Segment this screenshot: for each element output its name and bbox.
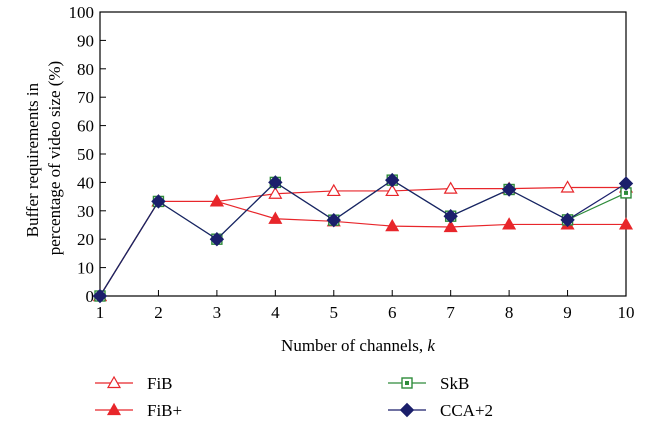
y-tick-label: 50 bbox=[77, 145, 94, 164]
data-point bbox=[209, 194, 224, 207]
data-point bbox=[443, 181, 458, 194]
data-point bbox=[385, 172, 400, 188]
x-tick-labels: 1 2 3 4 5 6 7 8 9 10 bbox=[96, 303, 635, 322]
data-point bbox=[151, 194, 166, 209]
y-tick-label: 40 bbox=[77, 173, 94, 192]
y-tick-label: 20 bbox=[77, 230, 94, 249]
data-point bbox=[502, 217, 517, 230]
x-axis-label: Number of channels, k bbox=[281, 336, 435, 355]
legend-item: CCA+2 bbox=[388, 401, 493, 420]
legend-item: FiB bbox=[95, 374, 173, 393]
legend-label: SkB bbox=[440, 374, 469, 393]
x-tick-label: 5 bbox=[330, 303, 339, 322]
y-tick-label: 0 bbox=[86, 287, 95, 306]
x-tick-label: 7 bbox=[446, 303, 455, 322]
series-line bbox=[99, 179, 627, 297]
y-tick-label: 60 bbox=[77, 117, 94, 136]
data-point-center bbox=[624, 190, 628, 195]
data-point bbox=[268, 211, 283, 224]
x-tick-label: 3 bbox=[213, 303, 222, 322]
y-tick-label: 100 bbox=[69, 3, 95, 22]
plot-frame bbox=[99, 11, 627, 297]
data-point bbox=[326, 183, 341, 197]
legend-label: CCA+2 bbox=[440, 401, 493, 420]
data-point bbox=[385, 183, 400, 197]
legend-item: SkB bbox=[388, 374, 469, 393]
data-point bbox=[92, 288, 108, 304]
axes bbox=[99, 11, 627, 297]
series-line bbox=[99, 186, 626, 297]
data-point bbox=[443, 208, 458, 224]
legend-marker-center bbox=[405, 381, 409, 385]
y-tick-label: 10 bbox=[77, 259, 94, 278]
series-fib bbox=[92, 180, 634, 302]
x-tick-label: 4 bbox=[271, 303, 280, 322]
data-point bbox=[618, 176, 634, 191]
data-point bbox=[385, 218, 400, 232]
x-tick-label: 9 bbox=[563, 303, 572, 322]
data-point bbox=[326, 212, 341, 228]
data-point bbox=[443, 219, 458, 233]
data-point bbox=[268, 175, 283, 190]
y-tick-label: 80 bbox=[77, 60, 94, 79]
data-point bbox=[268, 186, 283, 199]
data-point bbox=[560, 180, 575, 193]
x-tick-label: 6 bbox=[388, 303, 397, 322]
legend-item: FiB+ bbox=[95, 401, 182, 420]
x-tick-label: 10 bbox=[618, 303, 635, 322]
legend-label: FiB bbox=[147, 374, 173, 393]
x-tick-label: 2 bbox=[154, 303, 163, 322]
y-tick-label: 70 bbox=[77, 88, 94, 107]
data-point bbox=[618, 217, 634, 230]
legend-marker bbox=[106, 375, 122, 389]
y-axis-label: Buffer requirements in percentage of vid… bbox=[23, 61, 64, 255]
series-line bbox=[99, 200, 626, 297]
legend-marker bbox=[399, 402, 415, 418]
y-tick-label: 30 bbox=[77, 202, 94, 221]
legend: FiB FiB+ SkB CCA+2 bbox=[95, 374, 493, 420]
y-tick-labels: 0 10 20 30 40 50 60 70 80 90 100 bbox=[69, 3, 95, 306]
legend-marker bbox=[106, 402, 122, 416]
series-layer bbox=[92, 172, 634, 304]
y-tick-label: 90 bbox=[77, 31, 94, 50]
series-cca-2 bbox=[92, 172, 634, 304]
series-skb bbox=[94, 174, 632, 302]
data-point bbox=[560, 212, 575, 228]
x-tick-label: 8 bbox=[505, 303, 514, 322]
series-line bbox=[99, 179, 627, 297]
legend-label: FiB+ bbox=[147, 401, 182, 420]
x-tick-label: 1 bbox=[96, 303, 105, 322]
data-point bbox=[209, 231, 225, 247]
data-point bbox=[501, 182, 517, 197]
